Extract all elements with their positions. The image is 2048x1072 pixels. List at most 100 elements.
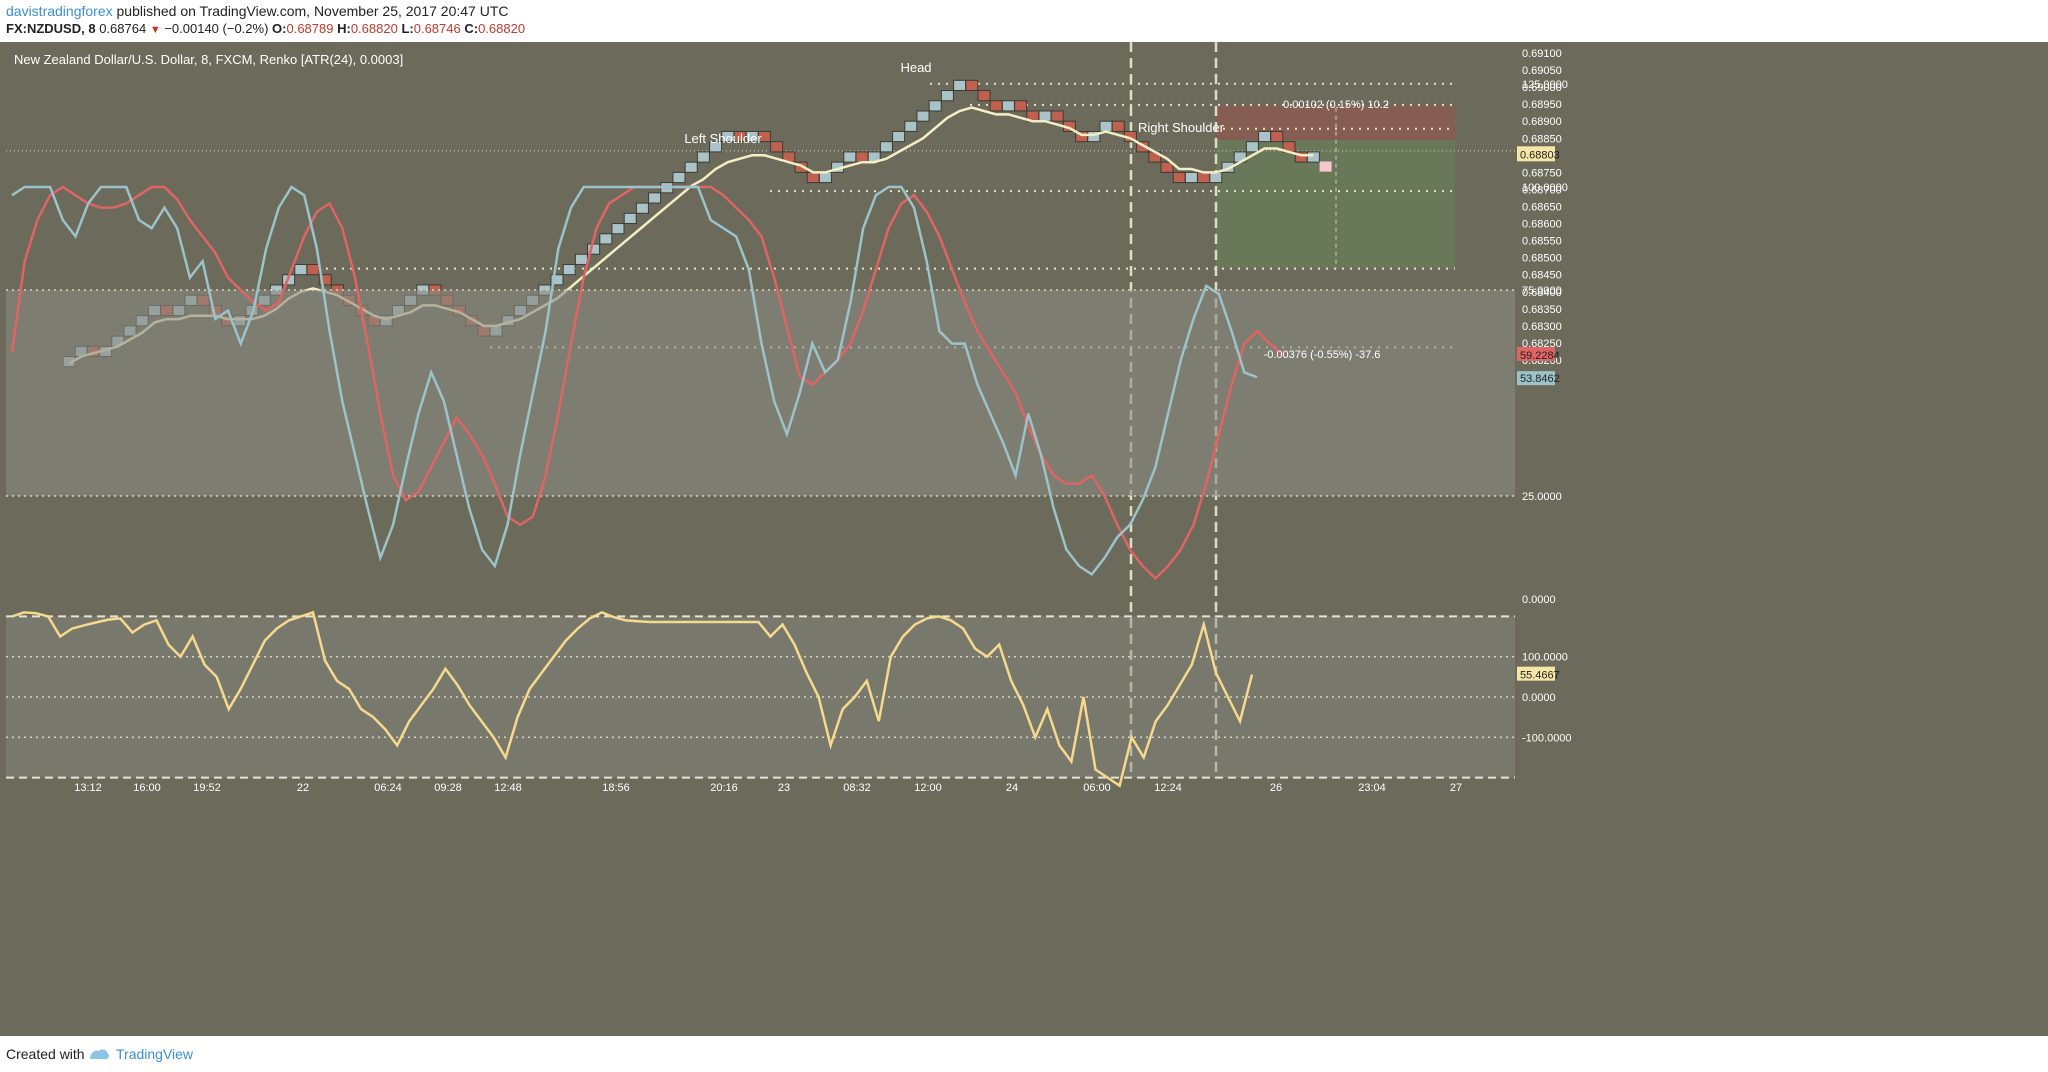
price-tick-label: 0.68900 bbox=[1522, 116, 1562, 128]
renko-brick bbox=[1050, 110, 1064, 122]
renko-brick bbox=[550, 274, 564, 286]
publish-line: davistradingforex published on TradingVi… bbox=[6, 3, 509, 19]
renko-brick bbox=[843, 151, 857, 163]
time-tick-label: 12:24 bbox=[1154, 782, 1182, 794]
price-tick-label: 0.68650 bbox=[1522, 202, 1562, 214]
renko-brick bbox=[940, 90, 954, 102]
high-label: H: bbox=[337, 21, 351, 36]
change-value: −0.00140 (−0.2%) bbox=[164, 21, 269, 36]
renko-brick bbox=[672, 171, 686, 184]
renko-brick bbox=[318, 274, 332, 286]
renko-brick bbox=[1184, 171, 1198, 184]
time-tick-label: 06:24 bbox=[374, 782, 402, 794]
symbol-line: FX:NZDUSD, 8 0.68764 ▼ −0.00140 (−0.2%) … bbox=[6, 21, 525, 36]
author-link[interactable]: davistradingforex bbox=[6, 3, 113, 19]
stochastic-tick-label: 125.0000 bbox=[1522, 79, 1568, 91]
last-price: 0.68764 bbox=[99, 21, 147, 36]
low-label: L: bbox=[401, 21, 414, 36]
symbol-label: FX:NZDUSD, 8 bbox=[6, 21, 96, 36]
head-label: Head bbox=[900, 60, 931, 75]
close-value: 0.68820 bbox=[478, 21, 526, 36]
renko-brick bbox=[562, 263, 576, 276]
main-chart-title: New Zealand Dollar/U.S. Dollar, 8, FXCM,… bbox=[14, 52, 403, 67]
renko-brick bbox=[574, 253, 588, 265]
stochastic-band bbox=[6, 290, 1515, 496]
time-tick-label: 19:52 bbox=[193, 782, 221, 794]
renko-brick bbox=[635, 202, 649, 214]
renko-brick bbox=[818, 171, 832, 184]
cci-band bbox=[6, 616, 1515, 778]
renko-brick bbox=[855, 151, 869, 163]
renko-brick bbox=[294, 263, 308, 276]
price-tick-label: 0.68850 bbox=[1522, 133, 1562, 145]
time-tick-label: 22 bbox=[297, 782, 309, 794]
cci-tick-label: 0.0000 bbox=[1522, 692, 1556, 704]
close-label: C: bbox=[464, 21, 479, 36]
renko-brick bbox=[1306, 151, 1320, 163]
price-tick-label: 0.69050 bbox=[1522, 65, 1562, 77]
created-with-label: Created with bbox=[6, 1046, 85, 1062]
price-tick-label: 0.68950 bbox=[1522, 99, 1562, 111]
published-text: published on TradingView.com, November 2… bbox=[116, 3, 509, 19]
stochastic-tick-label: 75.0000 bbox=[1522, 285, 1562, 297]
renko-brick bbox=[1014, 100, 1028, 112]
time-tick-label: 08:32 bbox=[843, 782, 871, 794]
renko-brick bbox=[953, 79, 967, 91]
time-tick-label: 27 bbox=[1450, 782, 1462, 794]
renko-brick bbox=[611, 223, 625, 235]
renko-brick bbox=[806, 171, 820, 184]
renko-brick bbox=[1197, 171, 1211, 184]
chart-canvas[interactable]: New Zealand Dollar/U.S. Dollar, 8, FXCM,… bbox=[0, 42, 2048, 1036]
renko-brick bbox=[965, 79, 979, 91]
time-tick-label: 20:16 bbox=[710, 782, 738, 794]
renko-brick bbox=[879, 141, 893, 153]
renko-brick bbox=[892, 130, 906, 143]
time-tick-label: 24 bbox=[1006, 782, 1018, 794]
price-tick-label: 0.68450 bbox=[1522, 270, 1562, 282]
stochastic-k-line bbox=[11, 185, 1258, 576]
last-price-label: 0.68803 bbox=[1520, 149, 1560, 161]
stop-measure-label: -0.00376 (-0.55%) -37.6 bbox=[1264, 349, 1381, 361]
right-shoulder-label: Right Shoulder bbox=[1138, 120, 1225, 135]
time-tick-label: 13:12 bbox=[74, 782, 102, 794]
time-tick-label: 16:00 bbox=[133, 782, 161, 794]
down-arrow-icon: ▼ bbox=[149, 24, 161, 36]
tradingview-logo-icon[interactable] bbox=[88, 1047, 110, 1064]
price-tick-label: 0.68600 bbox=[1522, 219, 1562, 231]
cci-tick-label: -100.0000 bbox=[1522, 732, 1572, 744]
renko-brick bbox=[1270, 130, 1284, 143]
chart-header: davistradingforex published on TradingVi… bbox=[0, 0, 2048, 42]
renko-brick bbox=[989, 100, 1003, 112]
renko-brick bbox=[684, 161, 698, 173]
price-tick-label: 0.69100 bbox=[1522, 48, 1562, 60]
stochastic-tick-label: 25.0000 bbox=[1522, 491, 1562, 503]
time-tick-label: 26 bbox=[1270, 782, 1282, 794]
stochastic-k-value: 53.8462 bbox=[1520, 373, 1560, 385]
price-tick-label: 0.68300 bbox=[1522, 321, 1562, 333]
renko-brick bbox=[904, 120, 918, 132]
renko-brick bbox=[1099, 120, 1113, 132]
chart-footer: Created with TradingView bbox=[0, 1036, 2048, 1072]
stochastic-d-value-box bbox=[1517, 346, 1555, 361]
renko-brick bbox=[1160, 161, 1174, 173]
renko-brick bbox=[794, 161, 808, 173]
price-tick-label: 0.68400 bbox=[1522, 287, 1562, 299]
price-tick-label: 0.68250 bbox=[1522, 338, 1562, 350]
renko-brick bbox=[1001, 100, 1015, 112]
renko-brick bbox=[928, 100, 942, 112]
time-tick-label: 12:48 bbox=[494, 782, 522, 794]
stochastic-k-value-box bbox=[1517, 371, 1555, 386]
renko-brick bbox=[1319, 161, 1332, 172]
price-axis bbox=[1978, 42, 2048, 1036]
renko-brick bbox=[1245, 141, 1259, 153]
price-tick-label: 0.68550 bbox=[1522, 236, 1562, 248]
cci-value-box bbox=[1517, 666, 1555, 681]
renko-brick bbox=[1087, 130, 1101, 143]
renko-brick bbox=[696, 151, 710, 163]
renko-brick bbox=[648, 192, 662, 204]
plot-area bbox=[6, 42, 1978, 1036]
tradingview-link[interactable]: TradingView bbox=[116, 1046, 194, 1062]
renko-brick bbox=[916, 110, 930, 122]
left-shoulder-label: Left Shoulder bbox=[684, 131, 762, 146]
renko-brick bbox=[709, 141, 723, 153]
